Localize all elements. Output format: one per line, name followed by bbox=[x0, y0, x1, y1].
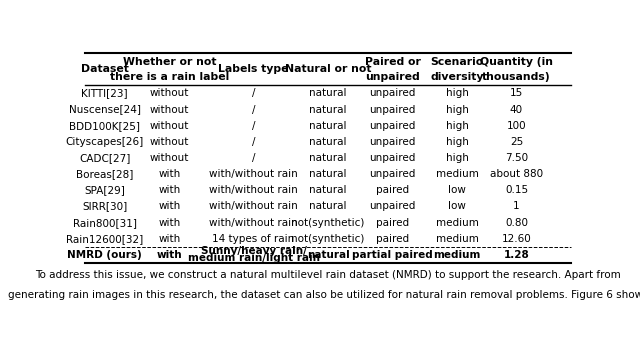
Text: unpaired: unpaired bbox=[369, 202, 415, 211]
Text: SPA[29]: SPA[29] bbox=[84, 185, 125, 195]
Text: medium: medium bbox=[436, 169, 478, 179]
Text: about 880: about 880 bbox=[490, 169, 543, 179]
Text: generating rain images in this research, the dataset can also be utilized for na: generating rain images in this research,… bbox=[8, 290, 640, 300]
Text: unpaired: unpaired bbox=[369, 121, 415, 131]
Text: CADC[27]: CADC[27] bbox=[79, 153, 131, 163]
Text: To address this issue, we construct a natural multilevel rain dataset (NMRD) to : To address this issue, we construct a na… bbox=[35, 270, 621, 280]
Text: Nuscense[24]: Nuscense[24] bbox=[69, 105, 141, 114]
Text: 15: 15 bbox=[510, 89, 523, 98]
Text: Cityscapes[26]: Cityscapes[26] bbox=[66, 137, 144, 147]
Text: with: with bbox=[158, 185, 180, 195]
Text: thousands): thousands) bbox=[482, 72, 551, 82]
Text: Rain800[31]: Rain800[31] bbox=[73, 218, 137, 228]
Text: unpaired: unpaired bbox=[365, 72, 420, 82]
Text: with/without rain: with/without rain bbox=[209, 202, 298, 211]
Text: Quantity (in: Quantity (in bbox=[480, 57, 553, 67]
Text: without: without bbox=[150, 89, 189, 98]
Text: with/without rain: with/without rain bbox=[209, 218, 298, 228]
Text: NMRD (ours): NMRD (ours) bbox=[67, 250, 142, 260]
Text: high: high bbox=[445, 121, 468, 131]
Text: unpaired: unpaired bbox=[369, 169, 415, 179]
Text: paired: paired bbox=[376, 234, 409, 244]
Text: Labels type: Labels type bbox=[218, 64, 289, 74]
Text: paired: paired bbox=[376, 218, 409, 228]
Text: without: without bbox=[150, 137, 189, 147]
Text: unpaired: unpaired bbox=[369, 137, 415, 147]
Text: natural: natural bbox=[309, 202, 347, 211]
Text: natural: natural bbox=[309, 105, 347, 114]
Text: low: low bbox=[448, 202, 466, 211]
Text: Paired or: Paired or bbox=[365, 57, 420, 67]
Text: natural: natural bbox=[309, 137, 347, 147]
Text: natural: natural bbox=[309, 169, 347, 179]
Text: with/without rain: with/without rain bbox=[209, 185, 298, 195]
Text: SIRR[30]: SIRR[30] bbox=[82, 202, 127, 211]
Text: BDD100K[25]: BDD100K[25] bbox=[69, 121, 140, 131]
Text: without: without bbox=[150, 105, 189, 114]
Text: without: without bbox=[150, 153, 189, 163]
Text: Whether or not: Whether or not bbox=[122, 57, 216, 67]
Text: 100: 100 bbox=[507, 121, 526, 131]
Text: not(synthetic): not(synthetic) bbox=[291, 218, 365, 228]
Text: Natural or not: Natural or not bbox=[285, 64, 371, 74]
Text: 14 types of rain: 14 types of rain bbox=[212, 234, 295, 244]
Text: partial paired: partial paired bbox=[352, 250, 433, 260]
Text: there is a rain label: there is a rain label bbox=[109, 72, 229, 82]
Text: with: with bbox=[156, 250, 182, 260]
Text: /: / bbox=[252, 105, 255, 114]
Text: 25: 25 bbox=[510, 137, 523, 147]
Text: with: with bbox=[158, 169, 180, 179]
Text: natural: natural bbox=[309, 153, 347, 163]
Text: Scenario: Scenario bbox=[430, 57, 484, 67]
Text: 0.80: 0.80 bbox=[505, 218, 528, 228]
Text: diversity: diversity bbox=[430, 72, 484, 82]
Text: Rain12600[32]: Rain12600[32] bbox=[66, 234, 143, 244]
Text: /: / bbox=[252, 153, 255, 163]
Text: /: / bbox=[252, 137, 255, 147]
Text: 1: 1 bbox=[513, 202, 520, 211]
Text: 12.60: 12.60 bbox=[502, 234, 531, 244]
Text: unpaired: unpaired bbox=[369, 153, 415, 163]
Text: 1.28: 1.28 bbox=[504, 250, 529, 260]
Text: without: without bbox=[150, 121, 189, 131]
Text: 40: 40 bbox=[510, 105, 523, 114]
Text: natural: natural bbox=[309, 121, 347, 131]
Text: with/without rain: with/without rain bbox=[209, 169, 298, 179]
Text: medium rain/light rain: medium rain/light rain bbox=[188, 253, 319, 264]
Text: /: / bbox=[252, 121, 255, 131]
Text: high: high bbox=[445, 137, 468, 147]
Text: with: with bbox=[158, 218, 180, 228]
Text: unpaired: unpaired bbox=[369, 89, 415, 98]
Text: with: with bbox=[158, 234, 180, 244]
Text: medium: medium bbox=[433, 250, 481, 260]
Text: high: high bbox=[445, 89, 468, 98]
Text: KITTI[23]: KITTI[23] bbox=[81, 89, 128, 98]
Text: 0.15: 0.15 bbox=[505, 185, 528, 195]
Text: Boreas[28]: Boreas[28] bbox=[76, 169, 134, 179]
Text: medium: medium bbox=[436, 234, 478, 244]
Text: low: low bbox=[448, 185, 466, 195]
Text: high: high bbox=[445, 153, 468, 163]
Text: Sunny/heavy rain/: Sunny/heavy rain/ bbox=[201, 246, 307, 256]
Text: Dataset: Dataset bbox=[81, 64, 129, 74]
Text: paired: paired bbox=[376, 185, 409, 195]
Text: natural: natural bbox=[309, 89, 347, 98]
Text: with: with bbox=[158, 202, 180, 211]
Text: 7.50: 7.50 bbox=[505, 153, 528, 163]
Text: medium: medium bbox=[436, 218, 478, 228]
Text: high: high bbox=[445, 105, 468, 114]
Text: /: / bbox=[252, 89, 255, 98]
Text: natural: natural bbox=[309, 185, 347, 195]
Text: unpaired: unpaired bbox=[369, 105, 415, 114]
Text: natural: natural bbox=[307, 250, 349, 260]
Text: not(synthetic): not(synthetic) bbox=[291, 234, 365, 244]
